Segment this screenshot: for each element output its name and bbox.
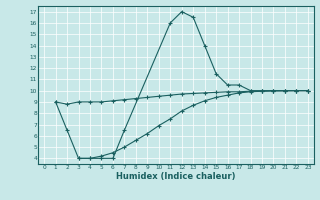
X-axis label: Humidex (Indice chaleur): Humidex (Indice chaleur) (116, 172, 236, 181)
